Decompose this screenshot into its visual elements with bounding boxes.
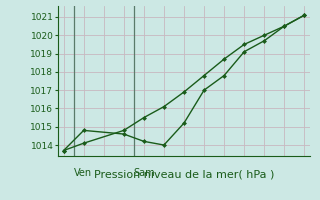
Text: Sam: Sam bbox=[134, 168, 156, 178]
Text: Ven: Ven bbox=[74, 168, 92, 178]
X-axis label: Pression niveau de la mer( hPa ): Pression niveau de la mer( hPa ) bbox=[94, 170, 274, 180]
